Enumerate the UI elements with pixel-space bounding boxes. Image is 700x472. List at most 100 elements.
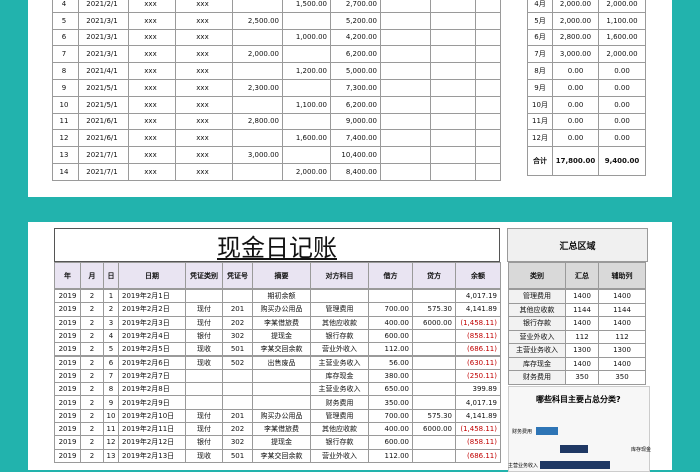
cell: 4,141.89 [455,408,501,423]
cell [380,28,431,47]
cell: 2019年2月9日 [118,395,186,410]
column-header: 辅助列 [598,262,646,289]
cell: 600.00 [368,435,413,450]
cell: 管理费用 [310,408,369,423]
cell [430,95,476,114]
cell: (686.11) [455,342,501,357]
cell [380,112,431,131]
cell: 7,300.00 [330,79,381,97]
cell: 李某交回余款 [252,342,311,357]
cell: 管理费用 [310,302,369,317]
cell: 0.00 [552,112,599,131]
cell: 2,000.00 [552,11,599,30]
cell: 2,800.00 [552,28,599,47]
cell: 2021/3/1 [78,28,129,47]
cell [475,95,501,114]
cell: 14 [52,163,79,181]
cell: 1400 [598,356,646,371]
cell: 购买办公用品 [252,408,311,423]
cell: 5,000.00 [330,62,381,80]
cell: 现付 [185,422,223,437]
cell: 56.00 [368,355,413,370]
cell: (858.11) [455,328,501,344]
cell: 2,500.00 [232,11,283,30]
cell: 600.00 [368,328,413,344]
cell: 0.00 [598,129,646,148]
cell: 2019 [54,342,81,357]
column-header: 凭证类别 [185,262,223,289]
cell: 1400 [598,316,646,331]
column-header: 汇总 [565,262,599,289]
cell [282,146,331,164]
cell: 350.00 [368,395,413,410]
column-header: 月 [80,262,104,289]
cell: 2 [80,315,104,330]
cell: 9 [103,395,119,410]
column-header: 日期 [118,262,186,289]
cell: 2019 [54,422,81,437]
cell: 2019年2月7日 [118,368,186,384]
cell [430,62,476,80]
cell: 银付 [185,435,223,450]
cell: 出售废品 [252,355,311,370]
cell: xxx [128,11,176,30]
cell: 0.00 [598,62,646,80]
cell: 2 [80,289,104,304]
cell: 现收 [185,355,223,370]
cell: 399.89 [455,382,501,397]
cell: 主营业务收入 [310,355,369,370]
cell: 700.00 [368,408,413,423]
cell: 9月 [527,79,553,97]
cell: 7月 [527,45,553,64]
cell: 12月 [527,129,553,148]
cell: 112 [565,329,599,344]
cell: 2019 [54,382,81,397]
cell: xxx [175,146,233,164]
cell: 302 [222,435,253,450]
column-header: 日 [103,262,119,289]
column-header: 类别 [508,262,566,289]
cell: 合计 [527,146,553,176]
cell: 银行存款 [310,435,369,450]
cell: 6,200.00 [330,45,381,64]
cell: 575.30 [412,408,456,423]
cell: xxx [175,45,233,64]
cell: 0.00 [598,95,646,114]
cell: 2019年2月6日 [118,355,186,370]
cell [430,11,476,30]
cell: 400.00 [368,422,413,437]
cell [282,112,331,131]
cell: 2021/4/1 [78,62,129,80]
column-header: 年 [54,262,81,289]
cell: 2 [80,448,104,463]
cell [430,45,476,64]
cell: 1400 [565,356,599,371]
summary-title: 汇总区域 [507,228,648,262]
column-header: 凭证号 [222,262,253,289]
cell: 2,300.00 [232,79,283,97]
cell: 6月 [527,28,553,47]
cell: (858.11) [455,435,501,450]
cell: 11 [103,422,119,437]
cell: 6 [52,28,79,47]
cell: 现付 [185,315,223,330]
cell: 9,000.00 [330,112,381,131]
cell: 0.00 [552,129,599,148]
cell [412,382,456,397]
cell: 11月 [527,112,553,131]
cell: 4,017.19 [455,395,501,410]
cell: 201 [222,302,253,317]
column-header: 贷方 [412,262,456,289]
cell: xxx [128,146,176,164]
cell: 5 [52,11,79,30]
cell: 9,400.00 [598,146,646,176]
cell [475,129,501,148]
cell [412,328,456,344]
cell [430,129,476,148]
cell: 112.00 [368,448,413,463]
cell: 2021/3/1 [78,11,129,30]
cell: 3 [103,315,119,330]
cell [430,79,476,97]
cell: 1,200.00 [282,62,331,80]
